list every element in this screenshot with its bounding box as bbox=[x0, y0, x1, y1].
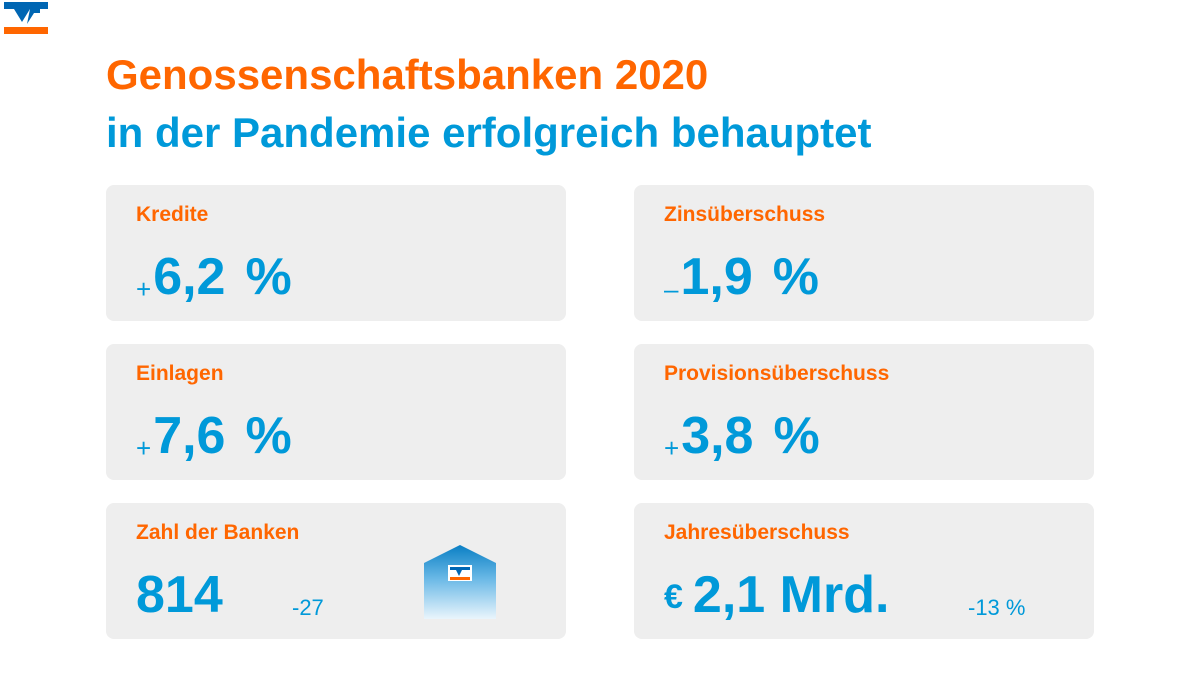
card-value: +3,8% bbox=[664, 406, 820, 478]
card-value: €2,1 Mrd. bbox=[664, 565, 889, 627]
value-sign: + bbox=[136, 274, 152, 304]
value-sign: – bbox=[664, 274, 679, 304]
card-einlagen: Einlagen +7,6% bbox=[106, 344, 566, 480]
card-label: Zahl der Banken bbox=[136, 521, 300, 544]
value-sign: + bbox=[136, 433, 152, 463]
card-label: Kredite bbox=[136, 203, 209, 226]
title-line-1: Genossenschaftsbanken 2020 bbox=[106, 51, 709, 98]
card-label: Provisionsüberschuss bbox=[664, 362, 890, 385]
card-jahresueberschuss: Jahresüberschuss €2,1 Mrd. -13 % bbox=[634, 503, 1094, 639]
page-title: Genossenschaftsbanken 2020 in der Pandem… bbox=[106, 46, 872, 162]
value-number: 3,8 bbox=[681, 407, 754, 465]
value-sign: + bbox=[664, 433, 680, 463]
card-delta: -27 bbox=[292, 595, 324, 620]
title-line-2: in der Pandemie erfolgreich behauptet bbox=[106, 109, 872, 156]
card-kredite: Kredite +6,2% bbox=[106, 185, 566, 321]
value-currency: € bbox=[664, 578, 683, 616]
card-zahl-der-banken: Zahl der Banken 814 -27 bbox=[106, 503, 566, 639]
card-label: Jahresüberschuss bbox=[664, 521, 850, 544]
card-provisionsueberschuss: Provisionsüberschuss +3,8% bbox=[634, 344, 1094, 480]
card-zinsueberschuss: Zinsüberschuss –1,9% bbox=[634, 185, 1094, 321]
value-number: 1,9 bbox=[680, 248, 753, 306]
card-delta: -13 % bbox=[968, 595, 1026, 620]
card-value: 814 bbox=[136, 565, 223, 625]
card-value: –1,9% bbox=[664, 247, 819, 319]
value-unit: % bbox=[245, 248, 292, 306]
value-number: 7,6 bbox=[153, 407, 226, 465]
value-number: 6,2 bbox=[153, 248, 226, 306]
card-label: Zinsüberschuss bbox=[664, 203, 826, 226]
value-unit: % bbox=[245, 407, 292, 465]
value-number: 2,1 Mrd. bbox=[692, 566, 890, 624]
card-label: Einlagen bbox=[136, 362, 224, 385]
vr-bank-logo bbox=[0, 0, 52, 36]
value-unit: % bbox=[773, 407, 820, 465]
value-number: 814 bbox=[136, 566, 223, 624]
card-value: +7,6% bbox=[136, 406, 292, 478]
value-unit: % bbox=[772, 248, 820, 306]
card-value: +6,2% bbox=[136, 247, 292, 319]
bank-house-icon bbox=[424, 545, 496, 619]
